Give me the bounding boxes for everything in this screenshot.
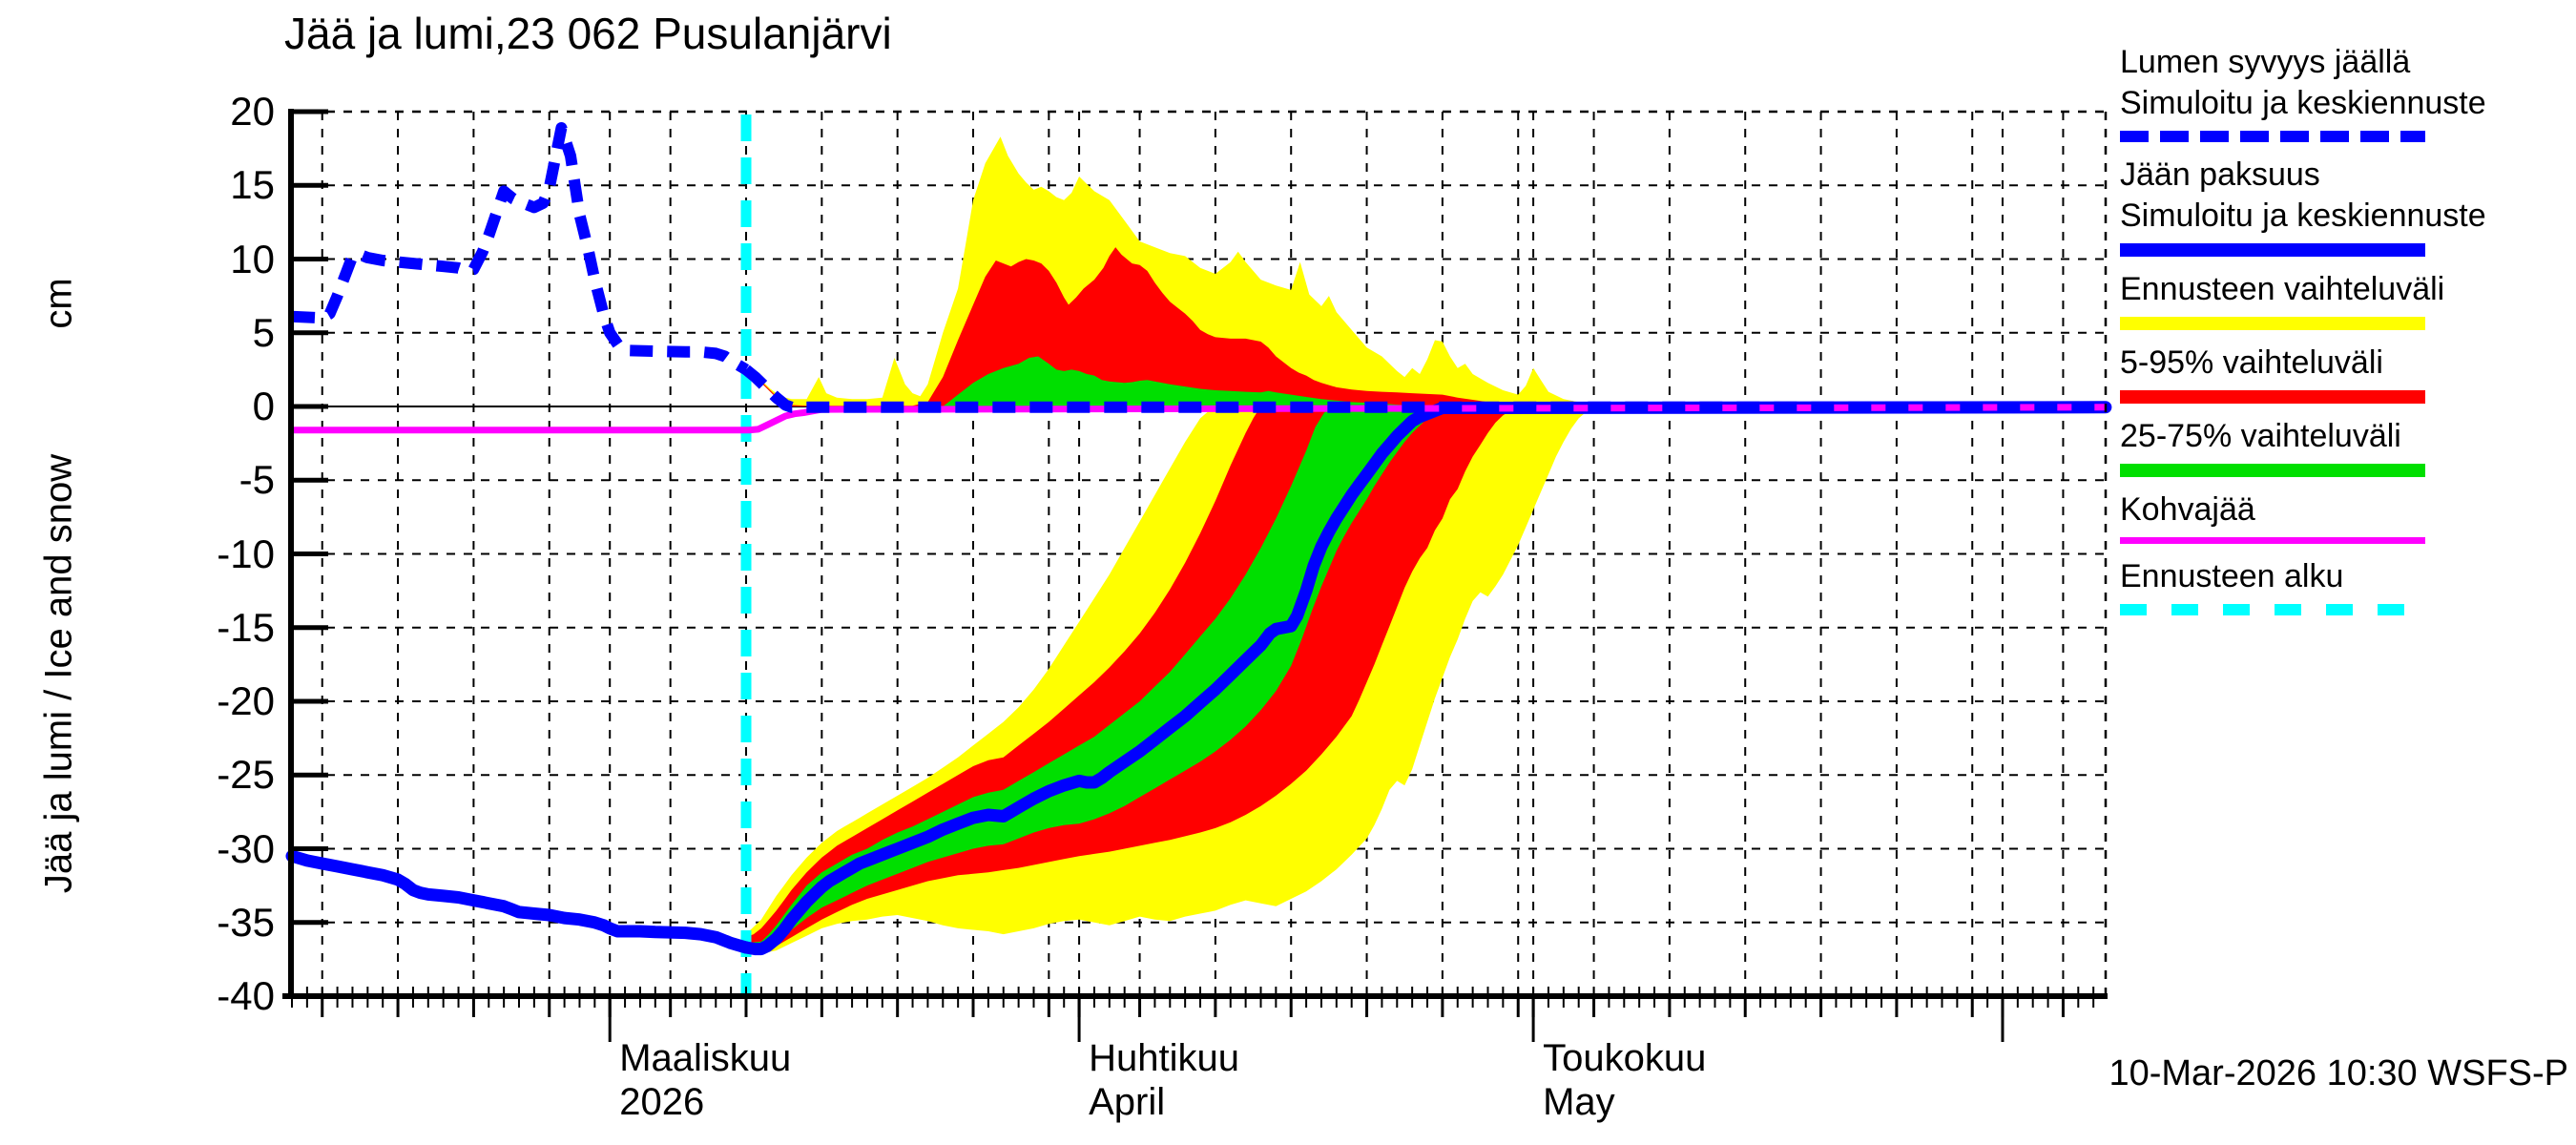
y-tick-label: 10 — [230, 236, 275, 281]
month-subname: 2026 — [619, 1081, 705, 1123]
y-tick-label: 15 — [230, 162, 275, 208]
legend-item-ice-thickness-simulated: Jään paksuus Simuloitu ja keskiennuste — [2120, 155, 2568, 257]
legend-label: Lumen syvyys jäällä — [2120, 44, 2411, 80]
band-snow_range_25_75 — [746, 356, 1424, 406]
legend-item-range-5-95: 5-95% vaihteluväli — [2120, 343, 2568, 404]
legend-item-snow-depth-simulated: Lumen syvyys jäällä Simuloitu ja keskienn… — [2120, 42, 2568, 142]
legend-label: Simuloitu ja keskiennuste — [2120, 198, 2486, 234]
legend-sample-line — [2120, 464, 2425, 477]
y-tick-label: -35 — [217, 899, 275, 945]
y-tick-label: -30 — [217, 825, 275, 871]
y-tick-label: -25 — [217, 752, 275, 798]
series-snow-forecast-median — [742, 364, 2106, 413]
legend-sample-line — [2120, 537, 2425, 544]
series-ice-forecast-median — [739, 401, 2112, 956]
y-tick-label: 0 — [252, 384, 275, 428]
y-tick-label: 20 — [230, 89, 275, 134]
series-ice-simulated — [285, 849, 753, 954]
legend-item-range-25-75: 25-75% vaihteluväli — [2120, 416, 2568, 477]
x-month-label: Toukokuu May — [1543, 1036, 1706, 1124]
band-ice_range_25_75 — [746, 409, 1442, 951]
month-name: Huhtikuu — [1089, 1037, 1239, 1079]
y-axis-unit: cm — [37, 278, 80, 329]
x-month-label: Huhtikuu April — [1089, 1036, 1239, 1124]
legend-label: Ennusteen alku — [2120, 558, 2344, 594]
legend-label: 25-75% vaihteluväli — [2120, 418, 2401, 454]
y-axis-label: Jää ja lumi / Ice and snow — [37, 453, 80, 894]
chart-title: Jää ja lumi,23 062 Pusulanjärvi — [284, 9, 892, 58]
y-tick-label: -15 — [217, 604, 275, 650]
legend-sample-line — [2120, 317, 2425, 330]
legend: Lumen syvyys jäällä Simuloitu ja keskienn… — [2120, 42, 2568, 628]
band-snow_range_5_95 — [746, 247, 1514, 406]
y-tick-label: -10 — [217, 531, 275, 576]
legend-label: 5-95% vaihteluväli — [2120, 344, 2383, 381]
month-subname: April — [1089, 1081, 1166, 1123]
legend-sample-line — [2120, 604, 2425, 615]
y-tick-label: -5 — [239, 457, 275, 503]
legend-item-forecast-range: Ennusteen vaihteluväli — [2120, 269, 2568, 330]
legend-sample-line — [2120, 243, 2425, 257]
series-snow-simulated — [291, 122, 750, 375]
legend-label: Simuloitu ja keskiennuste — [2120, 85, 2486, 121]
month-name: Toukokuu — [1543, 1037, 1707, 1079]
y-tick-label: -20 — [217, 678, 275, 723]
x-month-label: Maaliskuu 2026 — [619, 1036, 791, 1124]
legend-item-forecast-start: Ennusteen alku — [2120, 556, 2568, 615]
legend-label: Ennusteen vaihteluväli — [2120, 271, 2445, 307]
legend-label: Jään paksuus — [2120, 156, 2320, 193]
month-name: Maaliskuu — [619, 1037, 792, 1079]
y-tick-label: 5 — [252, 309, 275, 355]
legend-item-frazil-ice: Kohvajää — [2120, 489, 2568, 544]
legend-label: Kohvajää — [2120, 491, 2255, 528]
y-tick-label: -40 — [217, 973, 275, 1018]
legend-sample-line — [2120, 390, 2425, 404]
timestamp: 10-Mar-2026 10:30 WSFS-P — [2109, 1053, 2568, 1093]
month-subname: May — [1543, 1081, 1615, 1123]
legend-sample-line — [2120, 131, 2425, 142]
